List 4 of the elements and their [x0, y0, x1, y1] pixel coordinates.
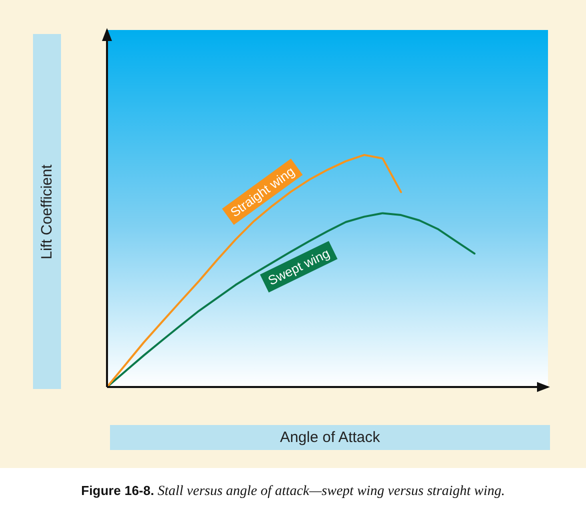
text: Swept wing: [266, 245, 332, 288]
x-axis-title: Angle of Attack: [110, 425, 550, 450]
y-axis-title: Lift Coefficient: [38, 164, 56, 259]
caption: Figure 16-8. Stall versus angle of attack—swept wing versus straight wing.: [81, 483, 505, 499]
